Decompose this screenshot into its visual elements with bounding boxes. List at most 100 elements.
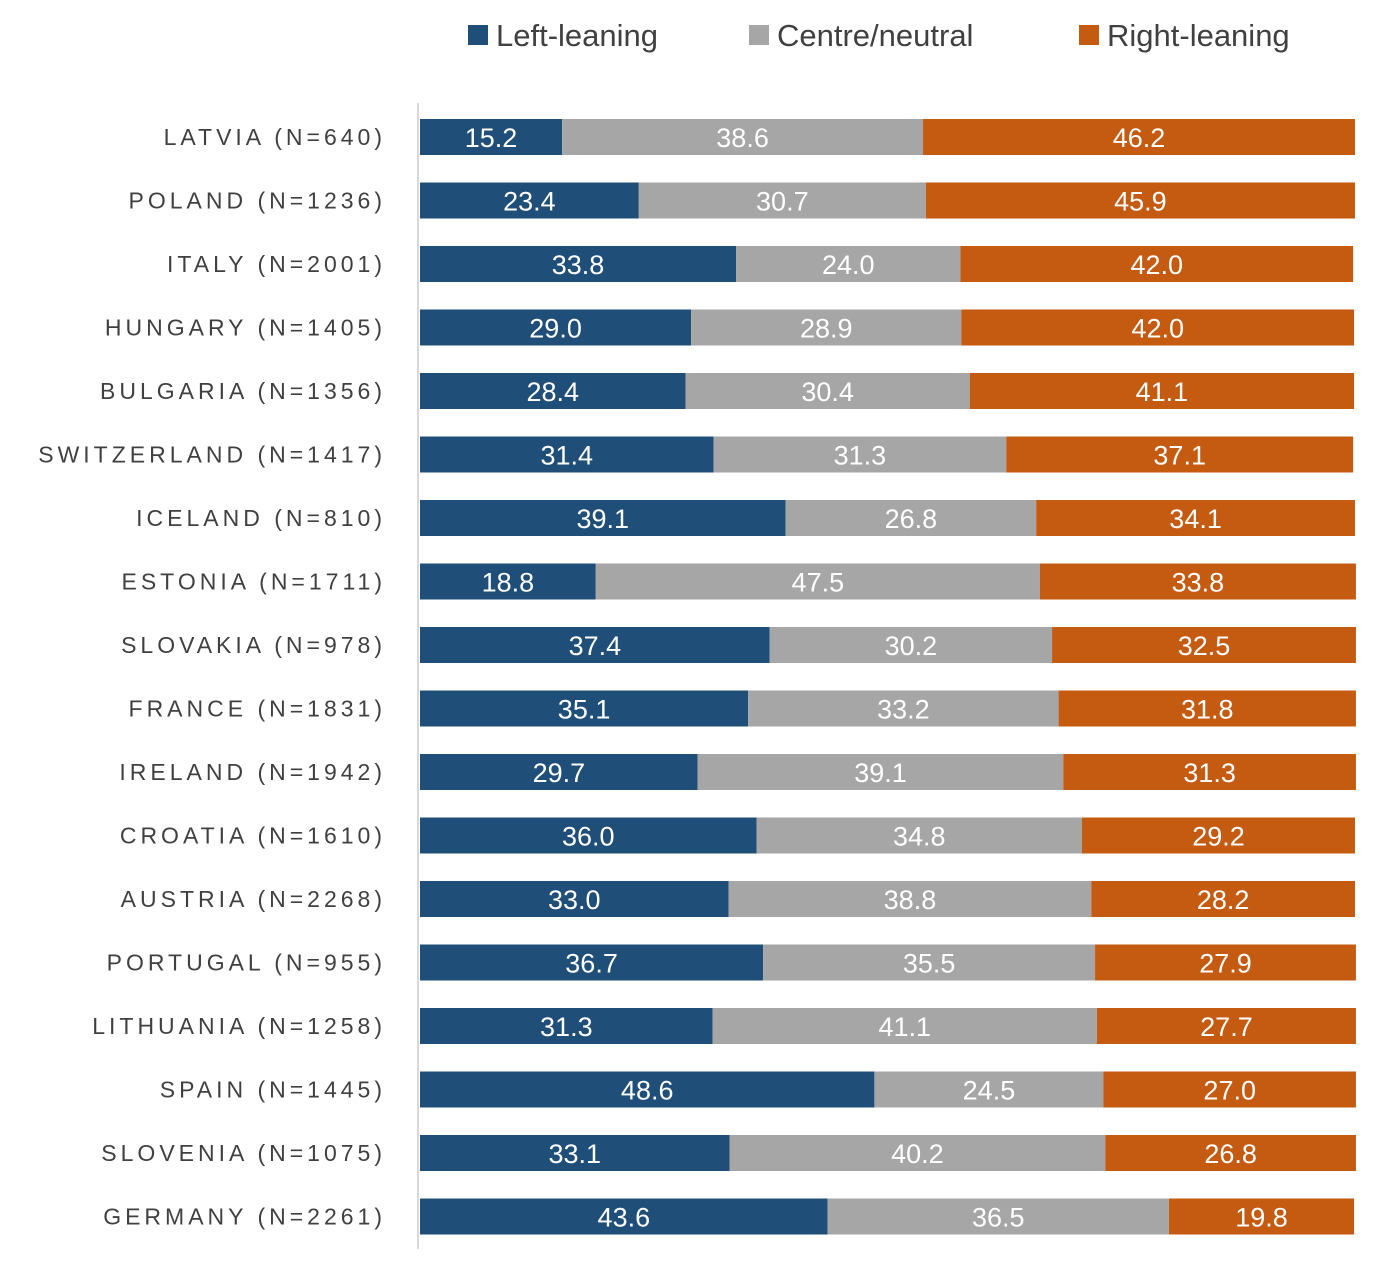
data-label-ireland-left-leaning: 29.7 — [533, 758, 586, 788]
data-label-italy-right-leaning: 42.0 — [1130, 250, 1183, 280]
category-label-ireland: IRELAND (N=1942) — [119, 759, 386, 785]
data-label-ireland-right-leaning: 31.3 — [1183, 758, 1236, 788]
data-label-iceland-centre-neutral: 26.8 — [885, 504, 938, 534]
data-label-france-left-leaning: 35.1 — [558, 695, 611, 725]
bar-iceland-left-leaning — [420, 500, 786, 536]
data-label-france-right-leaning: 31.8 — [1181, 695, 1234, 725]
data-label-estonia-centre-neutral: 47.5 — [792, 568, 845, 598]
bar-spain-centre-neutral — [874, 1071, 1104, 1108]
category-label-hungary: HUNGARY (N=1405) — [105, 315, 386, 341]
category-label-switzerland: SWITZERLAND (N=1417) — [38, 442, 386, 468]
bar-switzerland-left-leaning — [420, 436, 714, 473]
data-label-germany-centre-neutral: 36.5 — [972, 1203, 1025, 1233]
legend: Left-leaning Centre/neutral Right-leaning — [468, 18, 1290, 53]
bar-estonia-left-leaning — [420, 563, 596, 600]
bar-switzerland-centre-neutral — [713, 436, 1007, 473]
data-label-slovakia-right-leaning: 32.5 — [1178, 631, 1231, 661]
bar-austria-left-leaning — [420, 881, 729, 917]
data-label-spain-left-leaning: 48.6 — [621, 1076, 674, 1106]
data-label-lithuania-left-leaning: 31.3 — [540, 1012, 593, 1042]
data-label-spain-centre-neutral: 24.5 — [963, 1076, 1016, 1106]
category-label-lithuania: LITHUANIA (N=1258) — [92, 1013, 386, 1039]
data-label-bulgaria-centre-neutral: 30.4 — [801, 377, 854, 407]
category-label-croatia: CROATIA (N=1610) — [120, 823, 386, 849]
bar-estonia-centre-neutral — [595, 563, 1040, 600]
bar-ireland-right-leaning — [1063, 754, 1356, 790]
data-label-slovenia-right-leaning: 26.8 — [1204, 1139, 1257, 1169]
legend-swatch-centre-neutral — [749, 25, 769, 45]
data-label-france-centre-neutral: 33.2 — [877, 695, 930, 725]
data-label-portugal-centre-neutral: 35.5 — [903, 949, 956, 979]
legend-swatch-right-leaning — [1079, 25, 1099, 45]
data-label-slovenia-left-leaning: 33.1 — [548, 1139, 601, 1169]
data-label-slovakia-centre-neutral: 30.2 — [885, 631, 938, 661]
bar-portugal-centre-neutral — [763, 944, 1096, 981]
data-label-bulgaria-right-leaning: 41.1 — [1136, 377, 1189, 407]
data-label-croatia-left-leaning: 36.0 — [562, 822, 615, 852]
data-label-poland-centre-neutral: 30.7 — [756, 187, 809, 217]
bar-croatia-centre-neutral — [756, 817, 1082, 854]
category-label-italy: ITALY (N=2001) — [167, 251, 386, 277]
bar-poland-right-leaning — [925, 182, 1355, 219]
bar-poland-centre-neutral — [638, 182, 926, 219]
bar-italy-centre-neutral — [736, 246, 961, 282]
bar-spain-left-leaning — [420, 1071, 875, 1108]
bar-latvia-centre-neutral — [562, 119, 924, 155]
bar-france-left-leaning — [420, 690, 749, 727]
bar-portugal-left-leaning — [420, 944, 764, 981]
bar-latvia-right-leaning — [923, 119, 1355, 155]
category-label-iceland: ICELAND (N=810) — [136, 505, 386, 531]
data-label-hungary-centre-neutral: 28.9 — [800, 314, 853, 344]
legend-label-right-leaning: Right-leaning — [1107, 18, 1290, 53]
data-label-switzerland-left-leaning: 31.4 — [541, 441, 594, 471]
bar-slovenia-centre-neutral — [729, 1135, 1106, 1171]
bar-ireland-left-leaning — [420, 754, 698, 790]
category-label-estonia: ESTONIA (N=1711) — [122, 569, 387, 595]
bar-lithuania-centre-neutral — [712, 1008, 1097, 1044]
data-label-croatia-right-leaning: 29.2 — [1192, 822, 1245, 852]
bar-austria-right-leaning — [1091, 881, 1355, 917]
bar-poland-left-leaning — [420, 182, 639, 219]
data-label-poland-left-leaning: 23.4 — [503, 187, 556, 217]
legend-label-centre-neutral: Centre/neutral — [777, 18, 973, 53]
data-label-bulgaria-left-leaning: 28.4 — [526, 377, 579, 407]
data-label-lithuania-right-leaning: 27.7 — [1200, 1012, 1253, 1042]
data-label-austria-left-leaning: 33.0 — [548, 885, 601, 915]
bar-germany-right-leaning — [1168, 1198, 1355, 1235]
data-label-estonia-left-leaning: 18.8 — [482, 568, 535, 598]
data-label-croatia-centre-neutral: 34.8 — [893, 822, 946, 852]
bar-slovenia-left-leaning — [420, 1135, 730, 1171]
data-label-slovakia-left-leaning: 37.4 — [569, 631, 622, 661]
bar-germany-centre-neutral — [827, 1198, 1169, 1235]
bar-italy-right-leaning — [960, 246, 1354, 282]
bar-croatia-right-leaning — [1081, 817, 1355, 854]
bar-slovakia-right-leaning — [1052, 627, 1356, 663]
data-label-switzerland-centre-neutral: 31.3 — [834, 441, 887, 471]
category-label-slovenia: SLOVENIA (N=1075) — [101, 1140, 386, 1166]
category-label-portugal: PORTUGAL (N=955) — [107, 950, 386, 976]
data-label-latvia-centre-neutral: 38.6 — [716, 123, 769, 153]
category-label-poland: POLAND (N=1236) — [129, 188, 387, 214]
bar-bulgaria-centre-neutral — [685, 373, 970, 409]
bar-slovakia-centre-neutral — [769, 627, 1053, 663]
bar-bulgaria-left-leaning — [420, 373, 686, 409]
bar-hungary-centre-neutral — [691, 309, 962, 346]
category-label-austria: AUSTRIA (N=2268) — [121, 886, 386, 912]
bar-italy-left-leaning — [420, 246, 737, 282]
bar-slovenia-right-leaning — [1105, 1135, 1356, 1171]
data-label-latvia-right-leaning: 46.2 — [1113, 123, 1166, 153]
category-label-bulgaria: BULGARIA (N=1356) — [100, 378, 386, 404]
data-label-hungary-right-leaning: 42.0 — [1131, 314, 1184, 344]
bar-latvia-left-leaning — [420, 119, 563, 155]
bar-france-centre-neutral — [748, 690, 1059, 727]
bar-hungary-left-leaning — [420, 309, 692, 346]
category-label-germany: GERMANY (N=2261) — [103, 1204, 386, 1230]
bar-slovakia-left-leaning — [420, 627, 770, 663]
data-label-switzerland-right-leaning: 37.1 — [1153, 441, 1206, 471]
bar-bulgaria-right-leaning — [969, 373, 1355, 409]
data-label-austria-right-leaning: 28.2 — [1197, 885, 1250, 915]
bar-lithuania-left-leaning — [420, 1008, 713, 1044]
data-label-latvia-left-leaning: 15.2 — [465, 123, 518, 153]
bar-iceland-right-leaning — [1036, 500, 1355, 536]
